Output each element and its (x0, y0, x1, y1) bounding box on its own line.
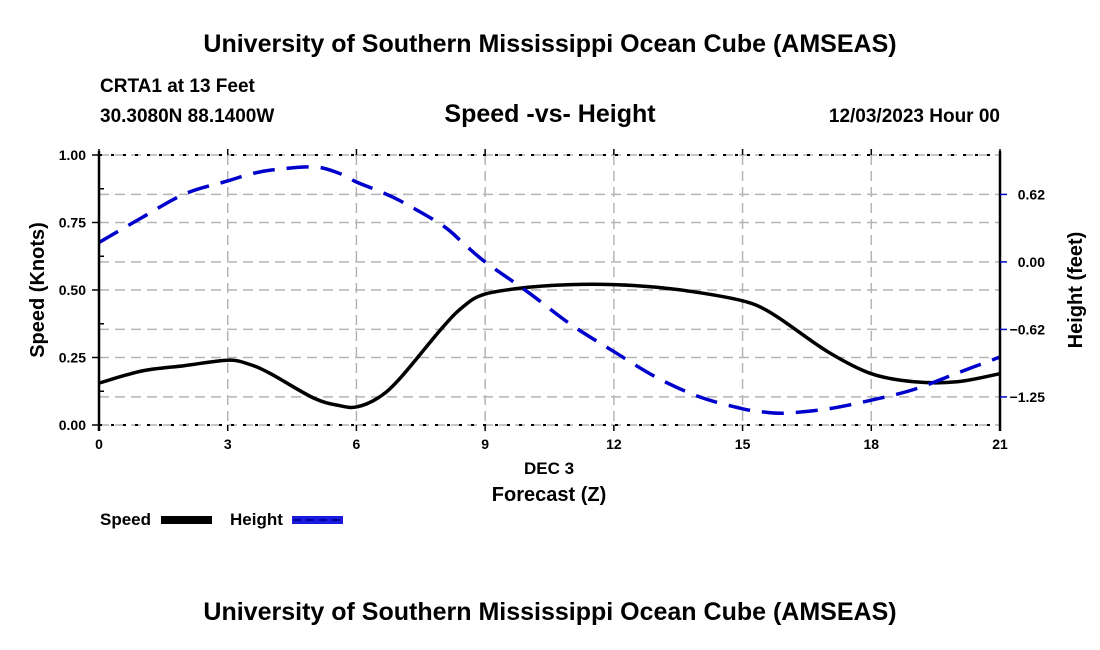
legend-speed-label: Speed (100, 510, 151, 529)
y2-tick-label: 0.62 (1018, 186, 1045, 202)
legend-height-swatch (292, 516, 343, 524)
speed-line (98, 282, 1001, 410)
x-tick-label: 12 (606, 436, 622, 452)
x-tick-label: 3 (224, 436, 232, 452)
x-tick-label: 9 (481, 436, 489, 452)
main-title: University of Southern Mississippi Ocean… (203, 30, 897, 58)
y2-tick-label: −0.62 (1010, 321, 1046, 337)
datetime-label: 12/03/2023 Hour 00 (828, 106, 1000, 127)
y-tick-label: 0.25 (59, 350, 86, 366)
x-tick-label: 15 (735, 436, 751, 452)
y2-tick-label: −1.25 (1010, 389, 1046, 405)
y2-tick-label: 0.00 (1018, 254, 1045, 270)
x-tick-label: 6 (353, 436, 361, 452)
axis-labels: Speed (Knots) Height (feet) DEC 3 Foreca… (27, 222, 1087, 506)
height-line (98, 165, 1001, 416)
chart-subtitle: Speed -vs- Height (444, 100, 656, 128)
footer-title: University of Southern Mississippi Ocean… (203, 598, 897, 626)
y-axis-title: Speed (Knots) (27, 222, 49, 358)
series-layer (98, 165, 1001, 416)
x-tick-label: 21 (992, 436, 1008, 452)
grid (99, 155, 1000, 425)
station-label: CRTA1 at 13 Feet (100, 76, 255, 97)
coordinates-label: 30.3080N 88.1400W (100, 106, 275, 127)
y-tick-label: 1.00 (59, 147, 86, 163)
y-tick-label: 0.00 (59, 417, 86, 433)
x-tick-label: 18 (863, 436, 879, 452)
x-axis-title: Forecast (Z) (492, 484, 606, 506)
y-tick-label: 0.50 (59, 282, 86, 298)
y2-axis-title: Height (feet) (1065, 232, 1087, 349)
legend-height-label: Height (230, 510, 283, 529)
legend-speed-swatch (161, 516, 212, 524)
legend: Speed Height (100, 510, 343, 529)
y-tick-label: 0.75 (59, 215, 86, 231)
x-tick-label: 0 (95, 436, 103, 452)
x-axis-date-label: DEC 3 (524, 459, 574, 478)
axes: 0.00 0.25 0.50 0.75 1.00 0.62 0.00 −0.62 −1.25 0 3… (59, 147, 1045, 452)
